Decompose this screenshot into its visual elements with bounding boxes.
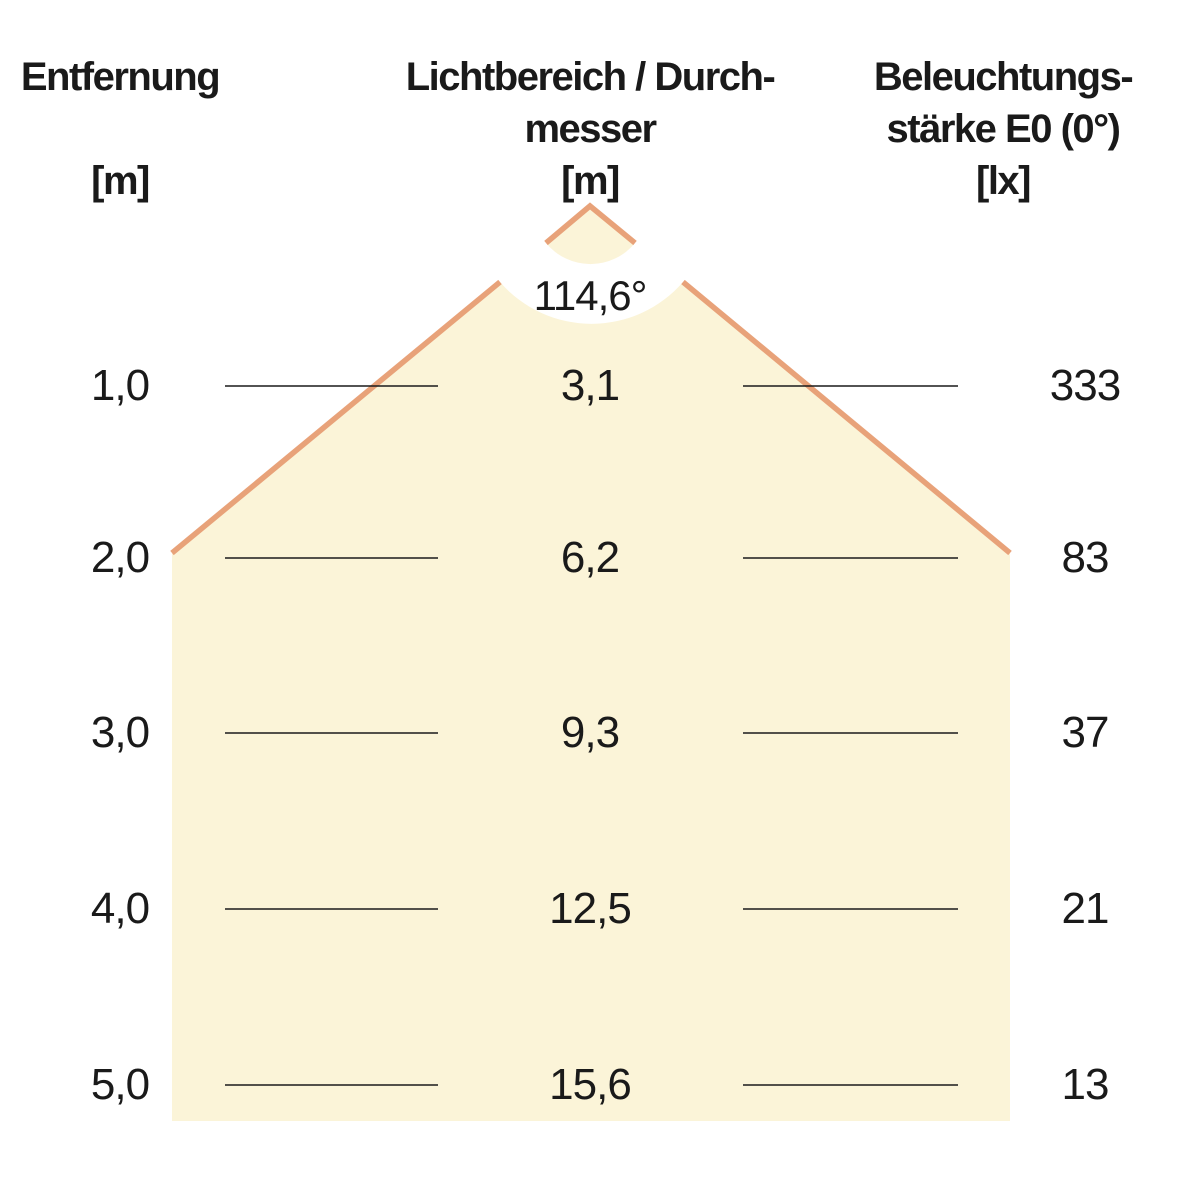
cone-fill-group — [172, 206, 1010, 1121]
cone-edge-left — [170, 279, 502, 556]
distance-value: 3,0 — [90, 708, 150, 757]
header-diameter-title-line1: Lichtbereich / Durch- — [405, 55, 776, 99]
illuminance-value: 83 — [1061, 533, 1110, 582]
illuminance-value: 37 — [1061, 708, 1110, 757]
header-diameter-unit: [m] — [561, 159, 620, 203]
distance-value: 1,0 — [90, 361, 150, 410]
illuminance-value: 333 — [1049, 361, 1121, 410]
header-distance-title: Entfernung — [20, 55, 221, 99]
diameter-value: 12,5 — [549, 884, 632, 933]
illuminance-value: 21 — [1061, 884, 1110, 933]
cone-edge-right — [681, 279, 1012, 556]
illuminance-value: 13 — [1061, 1060, 1110, 1109]
light-cone — [172, 282, 1010, 1121]
header-illuminance: Beleuchtungs- stärke E0 (0°) [lx] — [843, 51, 1163, 207]
diameter-value: 9,3 — [560, 708, 620, 757]
header-illuminance-unit: [lx] — [976, 159, 1032, 203]
header-distance: Entfernung [m] — [0, 51, 260, 207]
wedge-edge — [544, 202, 637, 246]
beam-source-wedge — [546, 206, 635, 265]
distance-value: 5,0 — [90, 1060, 150, 1109]
header-illuminance-title-line1: Beleuchtungs- — [873, 55, 1134, 99]
distance-value: 2,0 — [90, 533, 150, 582]
header-distance-unit: [m] — [91, 159, 150, 203]
distance-value: 4,0 — [90, 884, 150, 933]
beam-angle-label: 114,6° — [533, 272, 648, 319]
cone-edge-group — [170, 202, 1012, 556]
diameter-value: 3,1 — [560, 361, 620, 410]
header-distance-spacer — [0, 103, 260, 155]
diameter-value: 15,6 — [549, 1060, 632, 1109]
header-illuminance-title-line2: stärke E0 (0°) — [886, 107, 1121, 151]
header-diameter-title-line2: messer — [524, 107, 657, 151]
tick-lines — [225, 385, 958, 1086]
diameter-value: 6,2 — [560, 533, 620, 582]
header-diameter: Lichtbereich / Durch- messer [m] — [390, 51, 790, 207]
